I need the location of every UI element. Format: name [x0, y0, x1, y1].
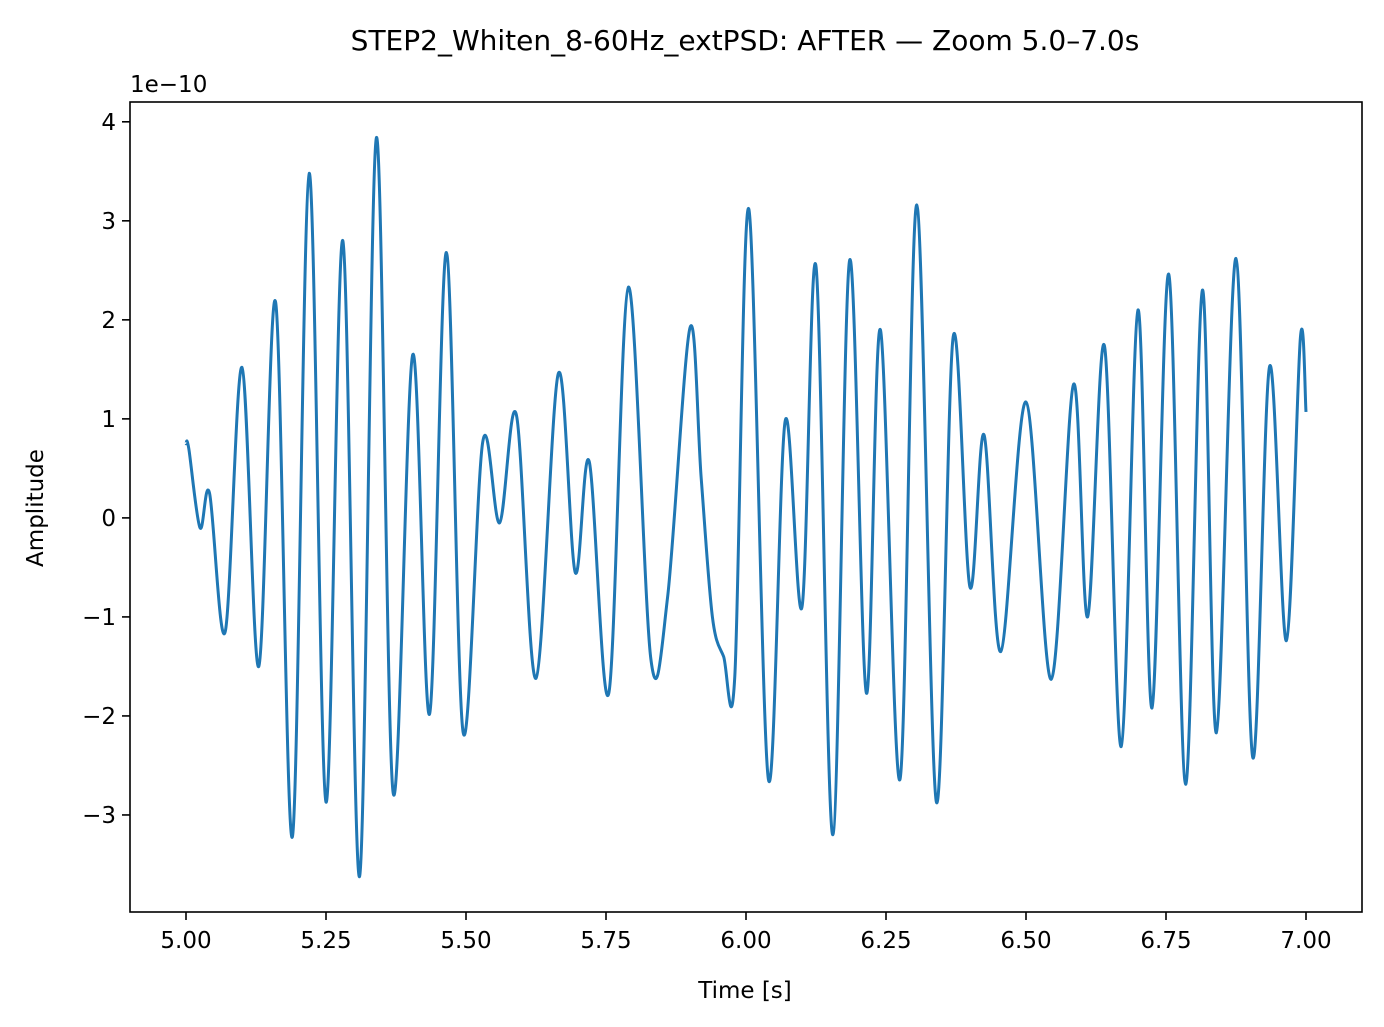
y-tick-label: 4 [101, 110, 116, 136]
x-tick-label: 6.25 [860, 928, 911, 954]
x-tick-label: 5.00 [160, 928, 211, 954]
chart-title: STEP2_Whiten_8-60Hz_extPSD: AFTER — Zoom… [351, 24, 1140, 57]
y-axis: −3 −2 −1 0 1 2 3 4 [82, 110, 130, 829]
plot-area [184, 136, 1308, 878]
series-line-0 [184, 136, 1308, 878]
y-axis-label: Amplitude [23, 449, 49, 567]
y-tick-label: 0 [101, 506, 116, 532]
x-tick-label: 5.50 [440, 928, 491, 954]
y-tick-label: −1 [82, 605, 116, 631]
x-tick-label: 5.25 [300, 928, 351, 954]
y-tick-label: 3 [101, 209, 116, 235]
y-tick-label: −3 [82, 803, 116, 829]
axes-frame [129, 101, 1363, 913]
x-tick-label: 6.00 [720, 928, 771, 954]
x-tick-label: 6.50 [1000, 928, 1051, 954]
x-tick-label: 6.75 [1140, 928, 1191, 954]
x-axis: 5.00 5.25 5.50 5.75 6.00 6.25 6.50 6.75 7.00 [160, 912, 1332, 954]
x-tick-label: 5.75 [580, 928, 631, 954]
y-tick-label: 1 [101, 407, 116, 433]
x-tick-label: 7.00 [1280, 928, 1331, 954]
x-axis-label: Time [s] [697, 978, 792, 1004]
y-offset-label: 1e−10 [130, 72, 207, 98]
y-tick-label: −2 [82, 704, 116, 730]
y-tick-label: 2 [101, 308, 116, 334]
